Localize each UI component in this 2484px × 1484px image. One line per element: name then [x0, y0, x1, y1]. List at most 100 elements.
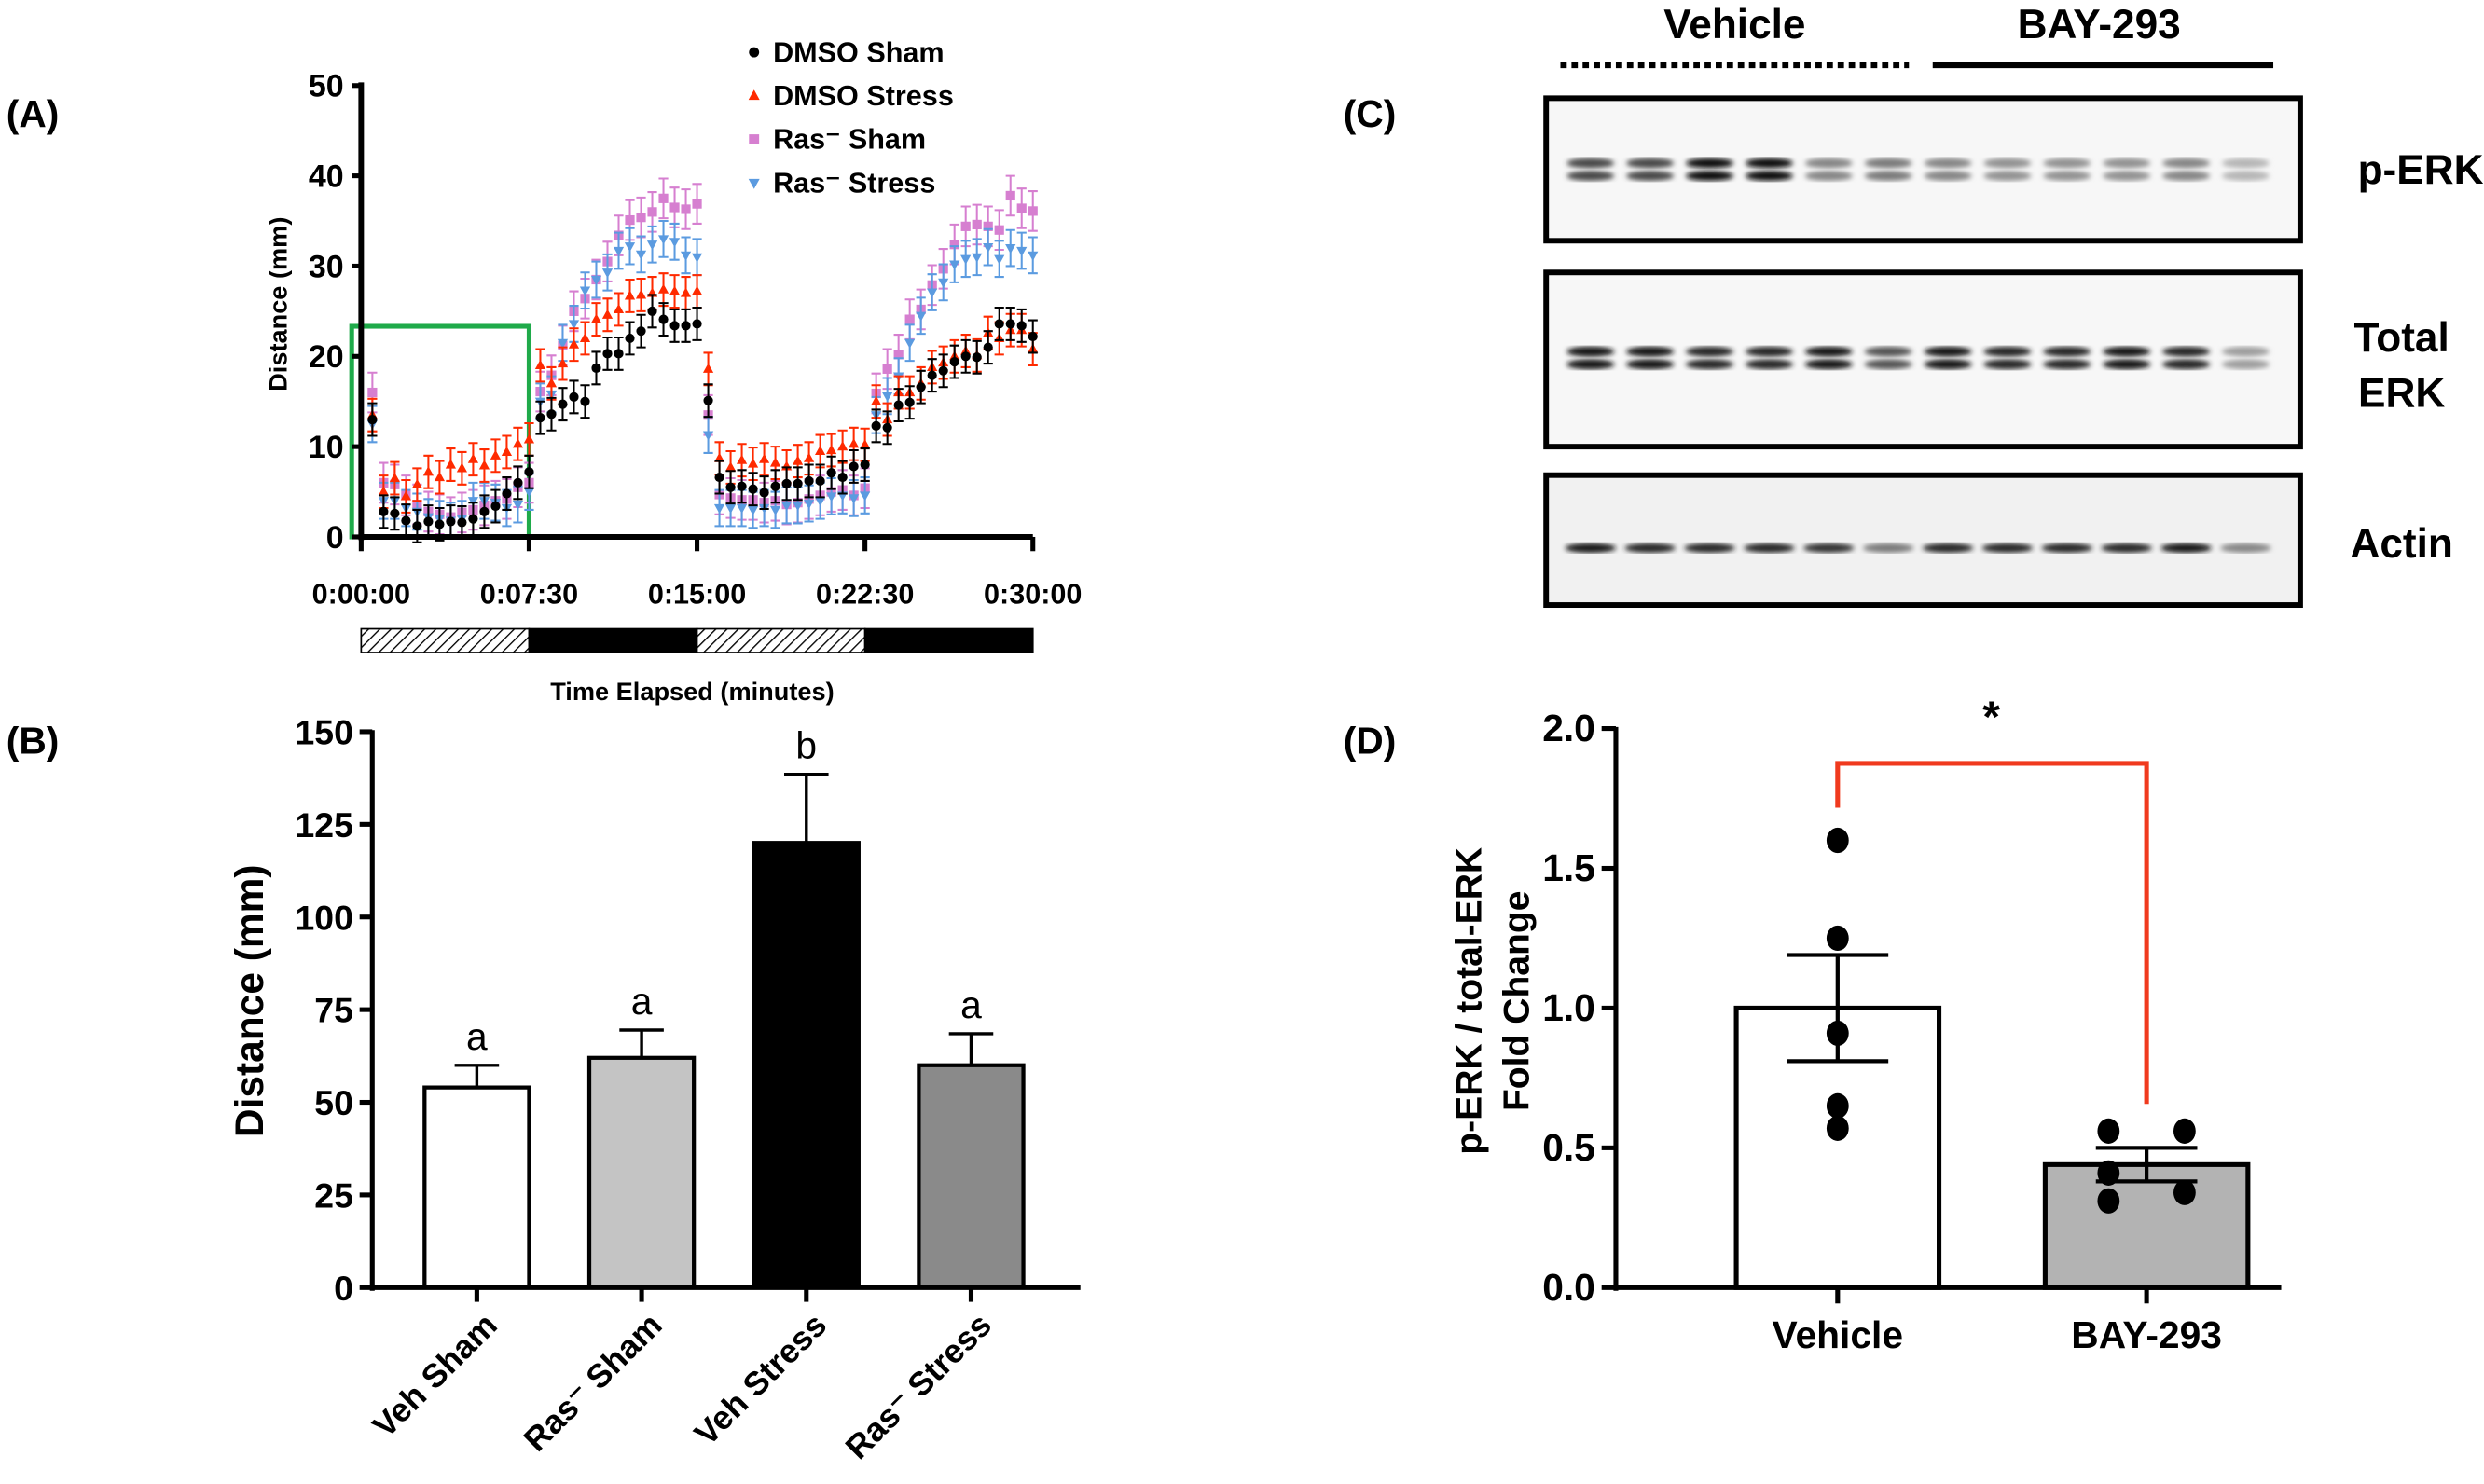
- band: [1566, 359, 1615, 370]
- panel-label-b: (B): [7, 720, 60, 763]
- x-tick-label: BAY-293: [2071, 1313, 2222, 1356]
- series-ras-stress: [366, 220, 1039, 540]
- data-point: [769, 505, 781, 516]
- data-point: [1005, 190, 1015, 201]
- error-bar: [948, 1032, 994, 1065]
- data-point: [367, 414, 378, 425]
- x-tick-label: Veh Stress: [687, 1306, 834, 1452]
- band: [1686, 346, 1734, 357]
- data-point: [702, 363, 714, 373]
- band: [2043, 171, 2091, 182]
- band: [1864, 359, 1912, 370]
- data-point: [658, 193, 669, 203]
- data-point: [1028, 331, 1038, 342]
- band: [1983, 346, 2032, 357]
- data-point: [422, 466, 435, 476]
- y-tick-label: 0.0: [1542, 1266, 1595, 1309]
- x-tick-label: Ras⁻ Sham: [517, 1306, 669, 1459]
- data-point: [713, 503, 725, 515]
- bar: [586, 1055, 697, 1290]
- data-point: [400, 490, 411, 501]
- data-point: [635, 250, 647, 260]
- band: [1804, 346, 1853, 357]
- legend-label: DMSO Stress: [773, 80, 954, 112]
- data-point: [792, 502, 804, 512]
- legend-marker: [749, 134, 760, 144]
- data-point: [681, 204, 691, 214]
- data-point: [815, 445, 826, 456]
- phase-bar-black: [528, 627, 698, 653]
- data-point: [871, 420, 881, 431]
- y-axis-label-line1: p-ERK / total-ERK: [1450, 847, 1490, 1155]
- data-point: [669, 285, 681, 295]
- band: [1983, 158, 2032, 169]
- data-point: [792, 455, 804, 465]
- data-point: [557, 338, 569, 349]
- data-point: [579, 286, 591, 296]
- data-point: [435, 519, 445, 529]
- data-point: [590, 313, 602, 323]
- band: [2162, 359, 2211, 370]
- band: [1686, 359, 1734, 370]
- data-point: [512, 438, 524, 448]
- significance-letter: a: [466, 1015, 488, 1058]
- data-point: [759, 488, 769, 498]
- legend-marker: [748, 89, 760, 101]
- data-point: [983, 243, 994, 254]
- series-dmso-stress: [366, 272, 1039, 514]
- data-point: [614, 349, 624, 359]
- legend-label: Ras⁻ Sham: [773, 124, 926, 156]
- x-tick-label: 0:07:30: [480, 578, 578, 610]
- data-point: [724, 461, 737, 472]
- data-point: [624, 242, 636, 253]
- band: [1863, 543, 1914, 553]
- data-point: [378, 486, 389, 496]
- significance-letter: a: [631, 980, 653, 1023]
- data-point: [793, 478, 803, 488]
- data-point: [390, 508, 400, 518]
- band: [1626, 359, 1675, 370]
- data-point: [1016, 203, 1027, 213]
- data-point: [680, 251, 692, 261]
- band: [2221, 171, 2270, 182]
- x-axis-label: Time Elapsed (minutes): [550, 677, 835, 706]
- data-point: [657, 235, 669, 245]
- data-point: [513, 477, 523, 488]
- data-point: [2097, 1118, 2120, 1144]
- data-point: [714, 472, 724, 483]
- data-point: [882, 364, 892, 374]
- data-point: [983, 221, 993, 231]
- data-point: [960, 351, 971, 362]
- data-point: [871, 395, 882, 405]
- data-point: [601, 309, 614, 319]
- band: [1983, 171, 2032, 182]
- data-point: [446, 516, 456, 527]
- y-tick-label: 50: [309, 69, 344, 104]
- legend-label: Ras⁻ Stress: [773, 167, 935, 199]
- data-point: [691, 285, 703, 295]
- data-point: [523, 433, 535, 444]
- panel-d-bar-chart: Vehicle BAY-293 0.0 0.5 1.0 1.5 2.0 p-ERK / t…: [1450, 693, 2282, 1356]
- group-label-vehicle: Vehicle: [1663, 2, 1805, 48]
- data-point: [2097, 1160, 2120, 1186]
- blot-total-erk: [1543, 269, 2303, 450]
- band: [2103, 359, 2151, 370]
- data-point: [826, 444, 837, 455]
- blot-frame: [1543, 269, 2303, 450]
- data-point: [681, 321, 691, 331]
- band: [2103, 346, 2151, 357]
- data-point: [702, 431, 714, 441]
- band: [2103, 158, 2151, 169]
- data-point: [401, 515, 411, 526]
- data-point: [983, 342, 993, 352]
- band: [1686, 158, 1734, 169]
- data-point: [557, 357, 569, 368]
- legend-marker: [749, 47, 760, 58]
- error-bar: [619, 1028, 664, 1058]
- y-axis-label-line2: Fold Change: [1497, 891, 1538, 1112]
- data-point: [849, 461, 859, 472]
- group-label-bay-293: BAY-293: [2018, 2, 2181, 48]
- significance-letter: a: [960, 983, 982, 1026]
- data-point: [636, 213, 646, 223]
- x-tick-label: Ras⁻ Stress: [838, 1306, 999, 1466]
